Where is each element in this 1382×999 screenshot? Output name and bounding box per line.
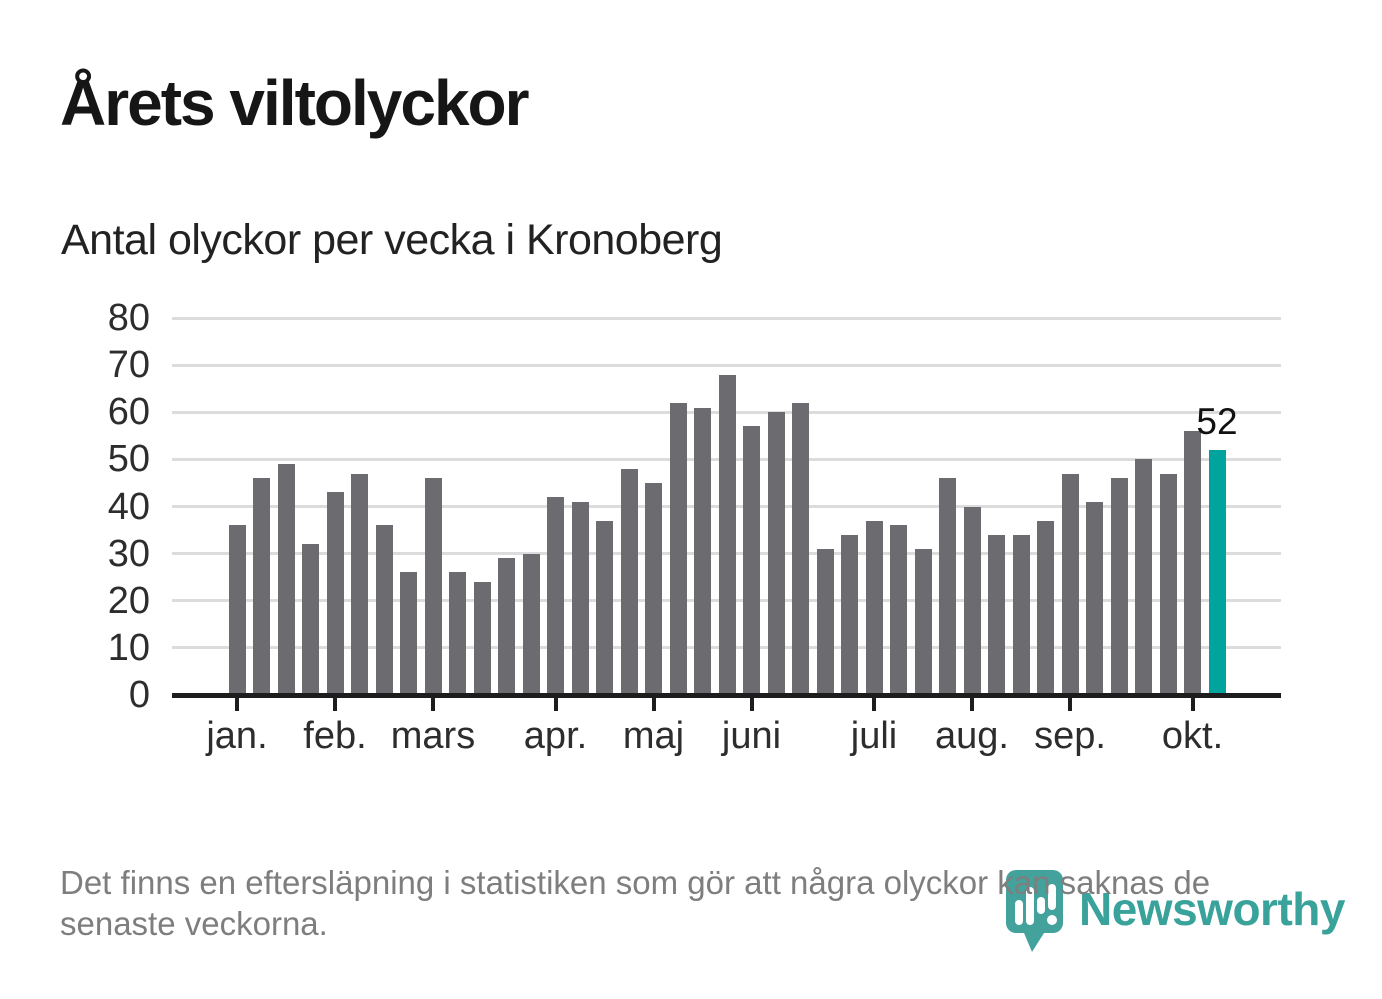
page-title: Årets viltolyckor [60, 67, 530, 139]
y-axis-label: 30 [107, 532, 150, 575]
chart-bar [767, 412, 785, 695]
x-axis-tick [1068, 698, 1072, 711]
footnote-line-2: senaste veckorna. [60, 905, 328, 942]
x-axis-tick [749, 698, 754, 711]
x-axis-label: juli [850, 715, 898, 757]
chart-bar [228, 525, 246, 695]
chart-bar [571, 501, 589, 695]
x-axis-tick [333, 698, 337, 711]
chart-bar [302, 544, 319, 695]
chart-bar [963, 506, 981, 695]
x-axis-line [172, 693, 1281, 698]
x-axis-tick [651, 698, 656, 711]
x-axis-tick [1190, 698, 1195, 711]
chart-bar [596, 520, 613, 695]
chart-bar [253, 478, 270, 695]
x-axis-label: jan. [206, 715, 268, 757]
gridline [172, 363, 1281, 367]
chart-bar [988, 534, 1005, 695]
x-axis-tick [872, 698, 876, 711]
chart-bar [1012, 534, 1030, 695]
chart-bar [547, 497, 564, 695]
x-axis-label: juni [721, 715, 782, 757]
y-axis-label: 0 [128, 674, 150, 716]
chart-bar [743, 426, 760, 695]
x-axis-label: feb. [303, 715, 367, 757]
x-axis-label: aug. [935, 715, 1009, 757]
bar-value-label: 52 [1196, 400, 1238, 442]
chart-bar [669, 402, 687, 695]
x-axis-label: sep. [1034, 715, 1106, 757]
chart-bar [1135, 459, 1152, 695]
chart-bar [645, 482, 662, 695]
chart-bar [914, 548, 932, 695]
chart-bar [620, 468, 638, 695]
chart-bar [1159, 473, 1177, 695]
y-axis-label: 50 [107, 438, 150, 481]
y-axis-label: 40 [107, 485, 150, 528]
chart-bar [890, 525, 907, 695]
bar-chart: 0 10 20 30 40 50 60 70 80 jan. feb. mars apr. maj juni… [107, 297, 1281, 757]
x-axis-label: okt. [1161, 715, 1224, 757]
chart-bar [1037, 520, 1054, 695]
chart-bar [522, 553, 540, 695]
chart-bar [792, 402, 809, 695]
chart-bar [498, 558, 515, 695]
x-axis-label: maj [622, 715, 685, 757]
y-axis-label: 60 [107, 391, 150, 434]
chart-bar [841, 534, 858, 695]
y-axis-label: 20 [107, 579, 150, 622]
chart-bar [277, 464, 295, 695]
chart-bar [1061, 473, 1079, 695]
chart-bar [718, 374, 736, 695]
chart-bar [351, 473, 368, 695]
chart-bar [1110, 478, 1128, 695]
chart-subtitle: Antal olyckor per vecka i Kronoberg [61, 216, 723, 264]
x-axis-tick [235, 698, 239, 711]
footnote-line-1: Det finns en eftersläpning i statistiken… [60, 864, 1211, 901]
chart-bar [473, 581, 491, 695]
chart-bar [375, 525, 393, 695]
chart-bar [865, 520, 883, 695]
chart-bar [424, 478, 442, 695]
y-axis-label: 10 [107, 626, 150, 669]
chart-bar [1086, 501, 1103, 695]
x-axis-label: apr. [523, 715, 588, 757]
chart-bar [326, 492, 344, 695]
x-axis-tick [553, 698, 558, 711]
chart-bar [1184, 431, 1201, 695]
x-axis-tick [970, 698, 974, 711]
y-axis-label: 70 [107, 344, 150, 387]
chart-bar [816, 548, 834, 695]
chart-bar [694, 407, 711, 695]
chart-bar [400, 572, 417, 695]
chart-bar [939, 478, 956, 695]
x-axis-label: mars [390, 715, 476, 757]
x-axis-tick [431, 698, 435, 711]
newsworthy-logo: Newsworthy [1006, 870, 1345, 952]
highlighted-bar [1208, 449, 1226, 695]
newsworthy-pin-icon [1006, 870, 1063, 952]
chart-bar [449, 572, 466, 695]
gridline [172, 316, 1281, 320]
y-axis-label: 80 [107, 297, 150, 339]
newsworthy-logo-text: Newsworthy [1079, 883, 1345, 935]
footnote: Det finns en eftersläpning i statistiken… [60, 862, 1320, 944]
